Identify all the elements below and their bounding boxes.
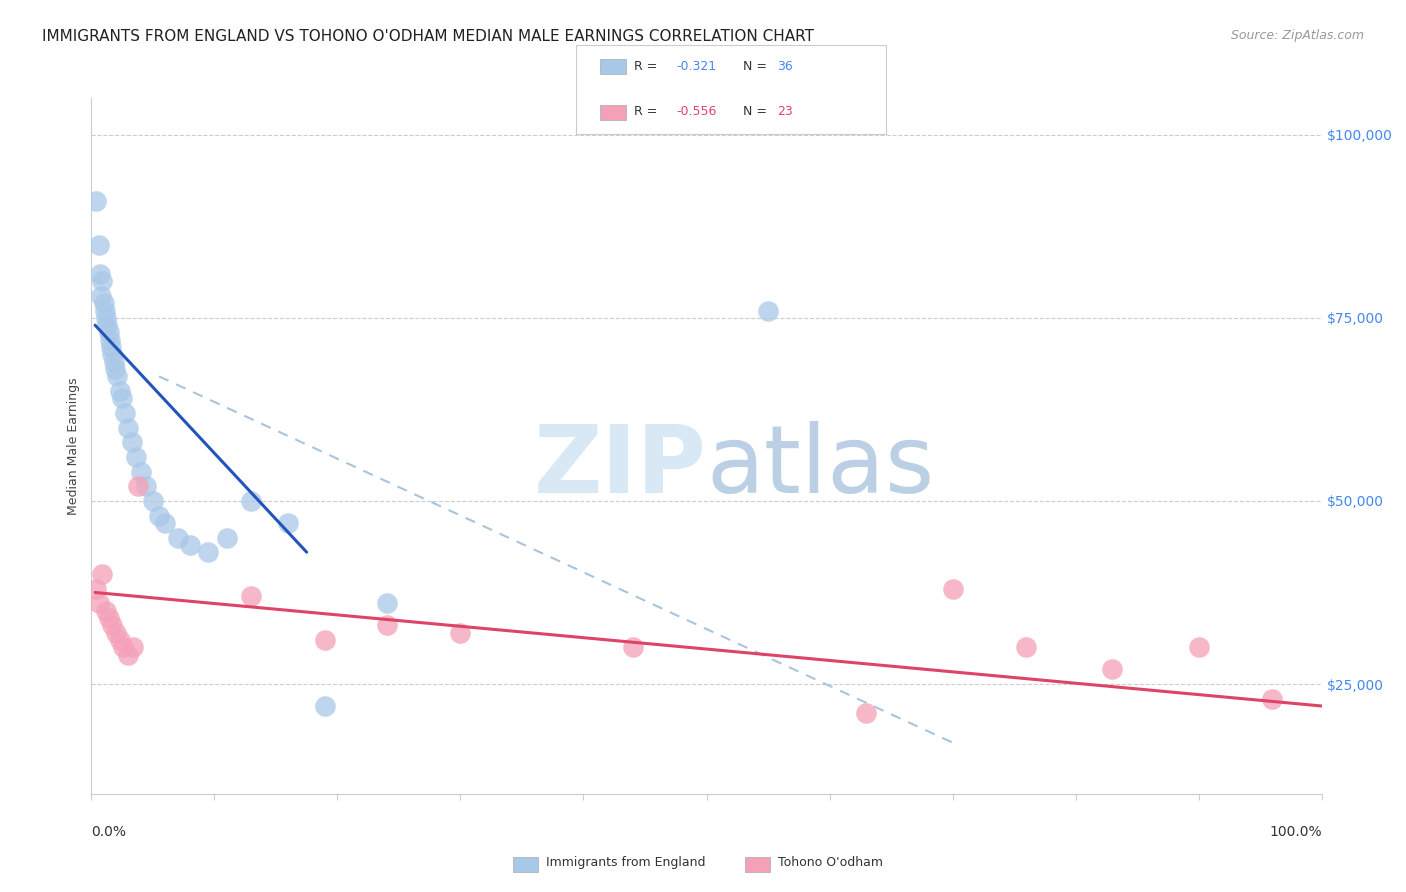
- Text: Tohono O'odham: Tohono O'odham: [778, 856, 883, 870]
- Point: [314, 698, 336, 713]
- Point: [449, 625, 471, 640]
- Text: 0.0%: 0.0%: [91, 825, 127, 839]
- Text: IMMIGRANTS FROM ENGLAND VS TOHONO O'ODHAM MEDIAN MALE EARNINGS CORRELATION CHART: IMMIGRANTS FROM ENGLAND VS TOHONO O'ODHA…: [42, 29, 814, 44]
- Point: [142, 494, 165, 508]
- Point: [124, 450, 146, 464]
- Point: [89, 267, 111, 281]
- Point: [94, 303, 117, 318]
- Point: [117, 420, 139, 434]
- Point: [941, 582, 963, 596]
- Point: [104, 362, 127, 376]
- Text: atlas: atlas: [706, 421, 935, 513]
- Point: [153, 516, 177, 530]
- Point: [121, 435, 143, 450]
- Point: [96, 310, 117, 325]
- Point: [1261, 691, 1284, 706]
- Point: [215, 531, 238, 545]
- Point: [855, 706, 877, 721]
- Point: [122, 640, 145, 655]
- Point: [375, 618, 398, 632]
- Point: [96, 318, 118, 333]
- Point: [98, 333, 121, 347]
- Point: [1187, 640, 1209, 655]
- Point: [375, 597, 398, 611]
- Point: [179, 538, 201, 552]
- Point: [105, 625, 127, 640]
- Point: [112, 640, 135, 655]
- Point: [101, 347, 124, 361]
- Text: R =: R =: [634, 60, 661, 73]
- Point: [127, 479, 149, 493]
- Text: 23: 23: [778, 105, 793, 119]
- Point: [86, 194, 108, 208]
- Text: N =: N =: [735, 60, 772, 73]
- Text: 100.0%: 100.0%: [1270, 825, 1322, 839]
- Text: -0.321: -0.321: [676, 60, 717, 73]
- Point: [240, 589, 263, 603]
- Point: [97, 611, 120, 625]
- Point: [129, 465, 152, 479]
- Text: N =: N =: [735, 105, 772, 119]
- Text: Immigrants from England: Immigrants from England: [546, 856, 704, 870]
- Text: -0.556: -0.556: [676, 105, 717, 119]
- Point: [93, 296, 115, 310]
- Point: [621, 640, 644, 655]
- Point: [100, 340, 122, 354]
- Point: [1101, 662, 1123, 676]
- Point: [166, 531, 188, 545]
- Point: [105, 369, 128, 384]
- Text: R =: R =: [634, 105, 661, 119]
- Point: [756, 303, 779, 318]
- Point: [197, 545, 219, 559]
- Y-axis label: Median Male Earnings: Median Male Earnings: [66, 377, 80, 515]
- Point: [117, 648, 139, 662]
- Point: [240, 494, 263, 508]
- Point: [277, 516, 299, 530]
- Text: 36: 36: [778, 60, 793, 73]
- Point: [103, 355, 125, 369]
- Point: [1015, 640, 1038, 655]
- Point: [87, 597, 110, 611]
- Point: [91, 274, 114, 288]
- Point: [114, 406, 136, 420]
- Point: [90, 289, 112, 303]
- Point: [91, 567, 114, 582]
- Point: [97, 326, 120, 340]
- Text: ZIP: ZIP: [534, 421, 706, 513]
- Point: [96, 604, 117, 618]
- Point: [87, 237, 110, 252]
- Point: [101, 618, 124, 632]
- Point: [86, 582, 108, 596]
- Text: Source: ZipAtlas.com: Source: ZipAtlas.com: [1230, 29, 1364, 42]
- Point: [135, 479, 156, 493]
- Point: [108, 633, 131, 648]
- Point: [314, 633, 336, 648]
- Point: [148, 508, 170, 523]
- Point: [111, 392, 134, 406]
- Point: [108, 384, 131, 398]
